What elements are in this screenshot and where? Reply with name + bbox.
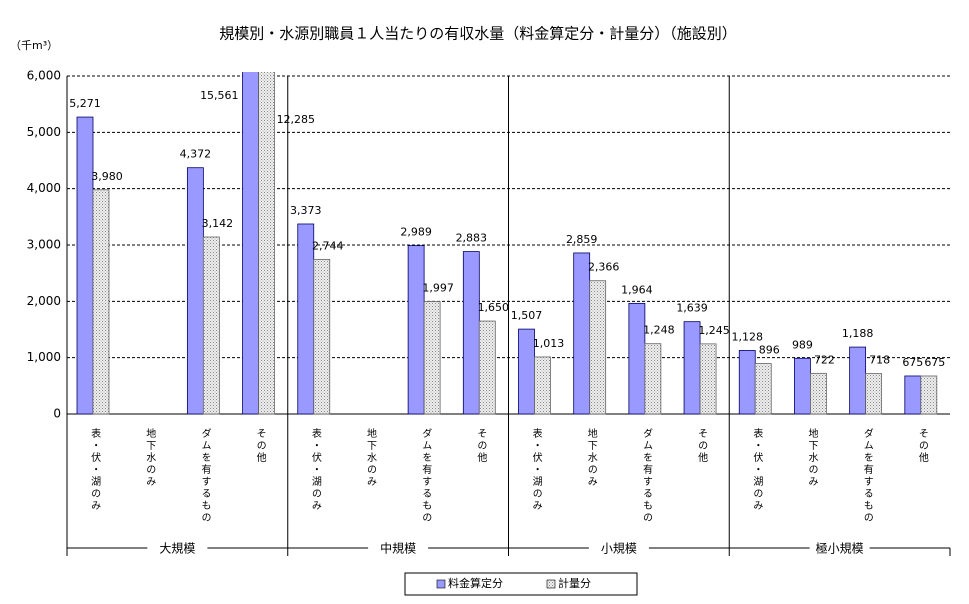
value-label: 1,507 xyxy=(511,309,543,322)
value-label: 675 xyxy=(902,356,923,369)
y-tick-label: 5,000 xyxy=(27,125,61,139)
x-tick-label: その他 xyxy=(916,428,928,464)
value-label: 2,883 xyxy=(456,232,488,245)
x-tick-label: その他 xyxy=(696,428,708,464)
value-label: 15,561 xyxy=(200,89,239,102)
x-tick-label: ダムを有するもの xyxy=(861,428,873,524)
bar xyxy=(478,320,496,415)
value-label: 1,964 xyxy=(621,283,653,296)
bar xyxy=(573,252,591,415)
bar xyxy=(462,251,480,415)
y-tick-label: 2,000 xyxy=(27,294,61,308)
value-label: 896 xyxy=(759,344,780,357)
value-label: 675 xyxy=(924,356,945,369)
value-label: 1,639 xyxy=(676,302,708,315)
legend-box xyxy=(404,572,638,596)
value-label: 3,373 xyxy=(290,204,322,217)
bar xyxy=(313,259,331,415)
bar xyxy=(242,72,259,415)
bar xyxy=(738,350,756,415)
y-unit: （千m³） xyxy=(10,39,58,52)
bar xyxy=(904,375,922,415)
y-tick-label: 0 xyxy=(53,407,61,421)
x-tick-label: ダムを有するもの xyxy=(199,428,211,524)
legend-swatch xyxy=(546,579,556,589)
bar xyxy=(920,375,938,415)
bar xyxy=(76,116,94,415)
value-label: 2,989 xyxy=(400,226,432,239)
bar xyxy=(754,363,772,415)
value-label: 1,128 xyxy=(732,330,764,343)
y-tick-label: 1,000 xyxy=(27,350,61,364)
value-label: 1,650 xyxy=(478,301,510,314)
x-tick-label: ダムを有するもの xyxy=(420,428,432,524)
bar xyxy=(849,346,867,415)
x-tick-label: 地下水のみ xyxy=(585,427,597,488)
value-label: 989 xyxy=(792,338,813,351)
value-label: 722 xyxy=(814,353,835,366)
y-tick-label: 3,000 xyxy=(27,238,61,252)
value-label: 1,997 xyxy=(422,282,454,295)
value-label: 3,980 xyxy=(91,170,123,183)
bar xyxy=(423,301,441,415)
group-label: 極小規模 xyxy=(816,541,864,556)
bar xyxy=(92,189,110,415)
x-tick-label: 地下水のみ xyxy=(365,427,377,488)
value-label: 2,859 xyxy=(566,233,598,246)
y-tick-label: 6,000 xyxy=(27,69,61,83)
group-label-bg xyxy=(809,541,870,555)
value-label: 3,142 xyxy=(202,217,234,230)
bar xyxy=(810,372,827,415)
group-label: 大規模 xyxy=(159,541,195,556)
label-bg xyxy=(190,87,241,105)
y-tick-label: 4,000 xyxy=(27,181,61,195)
bar xyxy=(407,245,425,415)
value-label: 1,245 xyxy=(698,324,730,337)
x-tick-label: その他 xyxy=(254,428,266,464)
bar xyxy=(186,167,204,415)
legend-swatch xyxy=(436,579,446,589)
group-label: 小規模 xyxy=(601,541,637,556)
legend-label: 料金算定分 xyxy=(448,576,503,590)
x-tick-label: 地下水のみ xyxy=(144,427,156,488)
value-label: 2,366 xyxy=(588,261,620,274)
x-tick-label: 表・伏・湖のみ xyxy=(751,427,763,512)
bar xyxy=(589,280,607,415)
value-label: 5,271 xyxy=(69,97,101,110)
legend-label: 計量分 xyxy=(558,576,591,590)
value-label: 4,372 xyxy=(180,148,212,161)
value-label: 1,248 xyxy=(643,324,675,337)
bar xyxy=(644,343,662,415)
x-tick-label: その他 xyxy=(475,428,487,464)
plot-area xyxy=(76,72,938,415)
x-tick-label: 表・伏・湖のみ xyxy=(530,427,542,512)
bar xyxy=(865,373,883,415)
bar xyxy=(699,343,717,415)
bar xyxy=(628,302,646,415)
group-label-bg xyxy=(368,541,429,555)
x-tick-label: 表・伏・湖のみ xyxy=(309,427,321,512)
value-label: 718 xyxy=(869,354,890,367)
bar xyxy=(534,356,551,415)
group-label-bg xyxy=(147,541,208,555)
x-tick-label: 地下水のみ xyxy=(806,427,818,488)
bar xyxy=(202,236,220,415)
group-label: 中規模 xyxy=(380,541,416,556)
x-tick-label: 表・伏・湖のみ xyxy=(89,427,101,512)
group-label-bg xyxy=(588,541,649,555)
bar xyxy=(258,72,275,415)
bar xyxy=(794,357,811,415)
value-label: 1,013 xyxy=(533,337,565,350)
chart-title: 規模別・水源別職員１人当たりの有収水量（料金算定分・計量分）（施設別） xyxy=(219,25,737,43)
value-label: 2,744 xyxy=(312,239,344,252)
x-tick-label: ダムを有するもの xyxy=(640,428,652,524)
bar xyxy=(297,223,315,415)
value-label: 12,285 xyxy=(277,113,316,126)
value-label: 1,188 xyxy=(842,327,874,340)
